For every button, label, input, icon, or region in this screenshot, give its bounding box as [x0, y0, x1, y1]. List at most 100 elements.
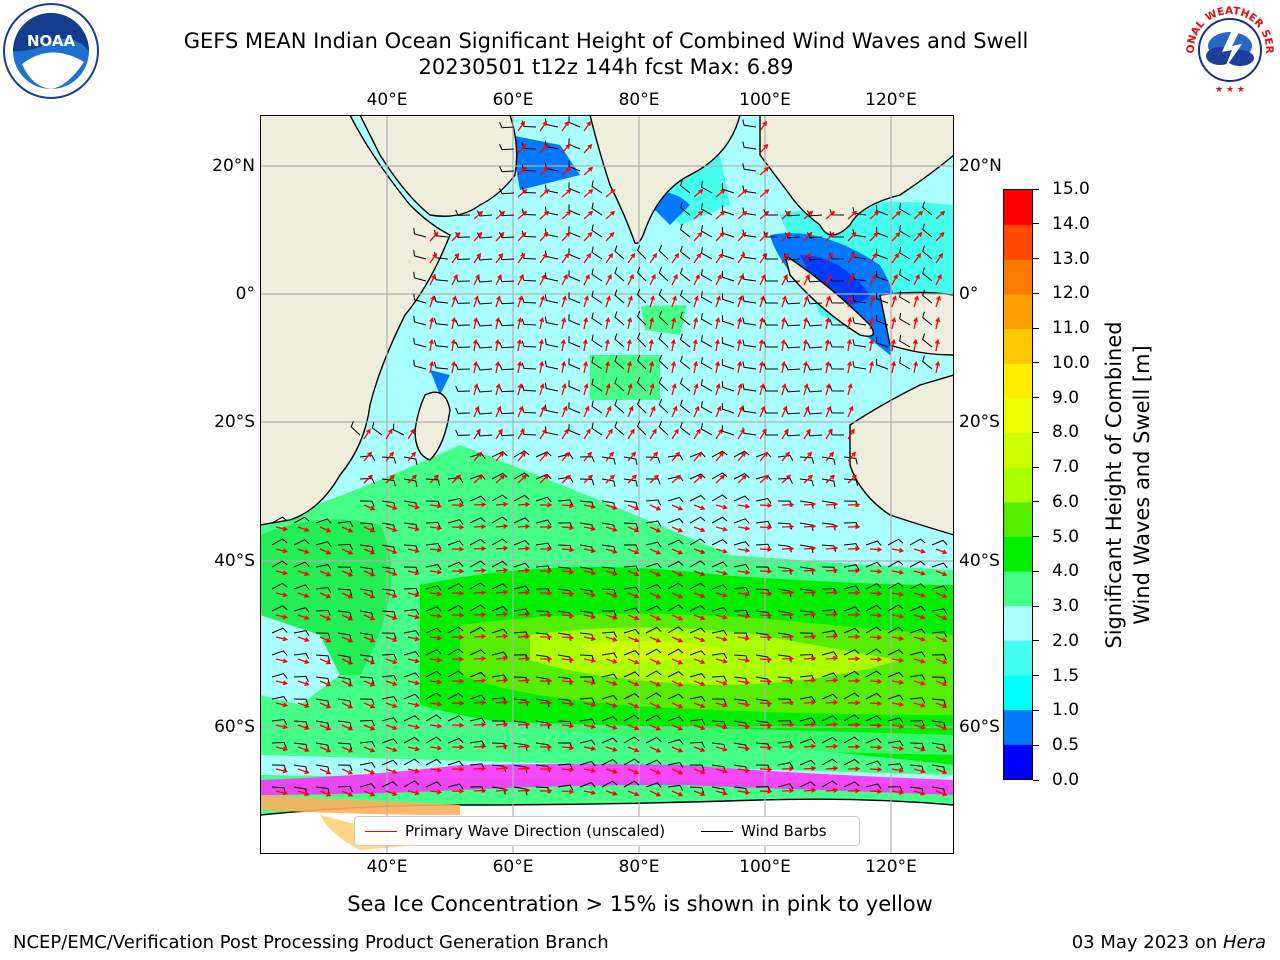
wave-direction-arrow: [407, 570, 421, 576]
wave-direction-arrow: [847, 405, 854, 418]
wind-barb: [763, 341, 778, 348]
wave-direction-arrow: [715, 451, 725, 462]
wave-direction-arrow: [495, 721, 509, 727]
wave-direction-arrow: [803, 405, 810, 418]
wave-direction-arrow: [495, 274, 502, 286]
wind-barb: [568, 314, 581, 326]
wave-direction-arrow: [297, 768, 310, 774]
wave-direction-arrow: [429, 503, 443, 509]
wave-direction-arrow: [737, 525, 751, 531]
wind-barb: [680, 421, 691, 436]
wave-direction-arrow: [891, 252, 900, 264]
wave-direction-arrow: [759, 678, 773, 684]
wave-direction-arrow: [494, 338, 500, 352]
wind-barb: [521, 362, 537, 370]
wave-direction-arrow: [935, 658, 948, 665]
wind-barb: [700, 313, 713, 326]
wave-direction-arrow: [605, 316, 611, 330]
wind-barb: [513, 585, 530, 592]
wave-direction-arrow: [407, 548, 421, 554]
wave-direction-arrow: [561, 613, 575, 619]
wave-direction-arrow: [891, 635, 905, 641]
wind-barb: [636, 420, 647, 436]
wave-direction-arrow: [847, 590, 861, 596]
wave-direction-arrow: [407, 504, 421, 510]
wind-barb: [658, 398, 669, 414]
southeast-asia-land: [759, 114, 955, 236]
wind-barb: [425, 736, 442, 744]
wind-barb-swatch: [701, 830, 734, 832]
wave-direction-arrow: [319, 614, 332, 621]
wind-barb: [413, 359, 427, 370]
wave-direction-arrow: [869, 700, 883, 706]
wind-barb: [689, 560, 706, 568]
wave-direction-arrow: [319, 592, 332, 599]
wind-barb: [623, 714, 640, 722]
colorbar-segment: [1004, 467, 1032, 503]
wave-direction-arrow: [605, 548, 618, 554]
colorbar-tick-mark: [1033, 362, 1039, 364]
wind-barb: [413, 293, 427, 304]
wind-barb: [689, 627, 706, 634]
wind-barb: [733, 450, 750, 458]
wind-barb: [876, 358, 889, 370]
wind-barb: [689, 650, 706, 656]
wave-direction-arrow: [649, 790, 662, 797]
machine-name: Hera: [1222, 932, 1266, 953]
wind-barb: [591, 356, 603, 370]
wind-barb: [447, 737, 464, 744]
colorbar-tick-label: 11.0: [1052, 318, 1090, 339]
wind-barb: [899, 202, 911, 216]
wind-barb: [491, 674, 508, 681]
wave-direction-arrow: [781, 590, 795, 596]
wave-direction-arrow: [429, 231, 439, 242]
wind-barb: [852, 339, 867, 348]
wind-barb: [491, 494, 508, 502]
wind-barb: [931, 654, 947, 661]
wave-direction-arrow: [605, 680, 618, 686]
wind-barb: [689, 695, 706, 702]
wind-barb: [425, 478, 441, 486]
wind-barb: [887, 740, 904, 747]
wave-direction-arrow: [275, 614, 289, 620]
wave-direction-arrow: [517, 231, 527, 242]
wave-direction-arrow: [868, 338, 874, 352]
wave-direction-arrow: [825, 451, 835, 462]
wind-barb: [763, 319, 778, 326]
wind-barb: [865, 540, 882, 546]
wave-direction-arrow: [429, 295, 435, 308]
wave-direction-arrow: [473, 744, 487, 750]
wind-barb: [469, 626, 486, 634]
lat-tick-left: 60°S: [214, 717, 255, 737]
wave-direction-arrow: [583, 724, 597, 730]
wave-direction-arrow: [759, 451, 769, 462]
wave-direction-arrow: [869, 295, 875, 308]
wind-barb: [469, 538, 486, 546]
wind-barb: [579, 760, 596, 767]
wind-barb: [381, 717, 398, 723]
wind-barb: [544, 316, 559, 326]
wave-direction-arrow: [759, 524, 773, 530]
wave-direction-arrow: [803, 501, 817, 507]
wave-direction-arrow: [517, 143, 527, 154]
wave-direction-arrow: [935, 614, 948, 621]
wave-direction-arrow: [803, 677, 817, 683]
wave-direction-arrow: [803, 567, 817, 573]
wave-direction-arrow: [627, 360, 633, 374]
wave-direction-arrow: [561, 252, 570, 264]
wind-barb: [806, 276, 823, 283]
wind-barb: [784, 342, 801, 349]
wave-direction-arrow: [539, 210, 550, 220]
wave-direction-arrow: [297, 724, 310, 730]
wave-direction-arrow: [649, 614, 662, 621]
wind-barb: [513, 494, 530, 502]
wave-direction-arrow: [715, 570, 728, 576]
wind-barb: [293, 584, 310, 590]
wind-barb: [392, 423, 405, 436]
wind-barb: [689, 473, 706, 480]
wave-direction-arrow: [737, 383, 743, 396]
wind-barb: [447, 760, 464, 767]
wave-direction-arrow: [473, 295, 479, 308]
colorbar-segment: [1004, 259, 1032, 295]
wind-barb: [359, 698, 375, 705]
